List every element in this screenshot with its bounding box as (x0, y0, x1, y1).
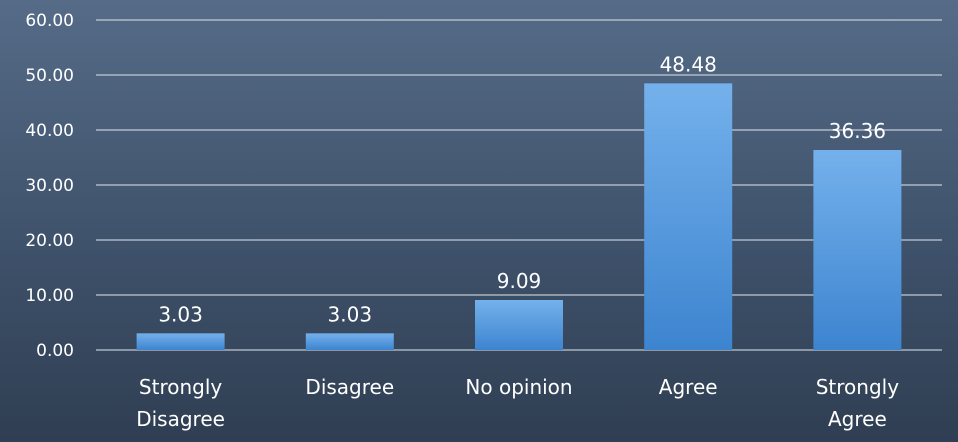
data-label: 48.48 (660, 52, 717, 76)
bar (136, 333, 225, 350)
y-axis: 0.00 10.00 20.00 30.00 40.00 50.00 60.00 (25, 11, 74, 361)
y-tick-label: 50.00 (25, 66, 74, 86)
category-label: Strongly Agree (816, 375, 899, 431)
y-tick-label: 0.00 (36, 341, 74, 361)
bar (813, 150, 902, 350)
y-tick-label: 30.00 (25, 176, 74, 196)
data-labels: 3.03 3.03 9.09 48.48 36.36 (158, 52, 886, 326)
data-label: 36.36 (829, 119, 886, 143)
data-label: 3.03 (328, 302, 373, 326)
category-label: Agree (659, 375, 718, 399)
y-tick-label: 10.00 (25, 286, 74, 306)
x-axis: Strongly Disagree Disagree No opinion Agree S… (136, 375, 899, 431)
gridlines (96, 19, 942, 351)
data-label: 9.09 (497, 269, 542, 293)
y-tick-label: 40.00 (25, 121, 74, 141)
category-label: Strongly Disagree (136, 375, 225, 431)
category-label: No opinion (465, 375, 572, 399)
y-tick-label: 20.00 (25, 231, 74, 251)
bar (475, 300, 563, 350)
y-tick-label: 60.00 (25, 11, 74, 31)
category-label: Disagree (305, 375, 394, 399)
bars (136, 83, 902, 351)
bar (644, 83, 733, 351)
bar (305, 333, 394, 350)
data-label: 3.03 (158, 302, 203, 326)
